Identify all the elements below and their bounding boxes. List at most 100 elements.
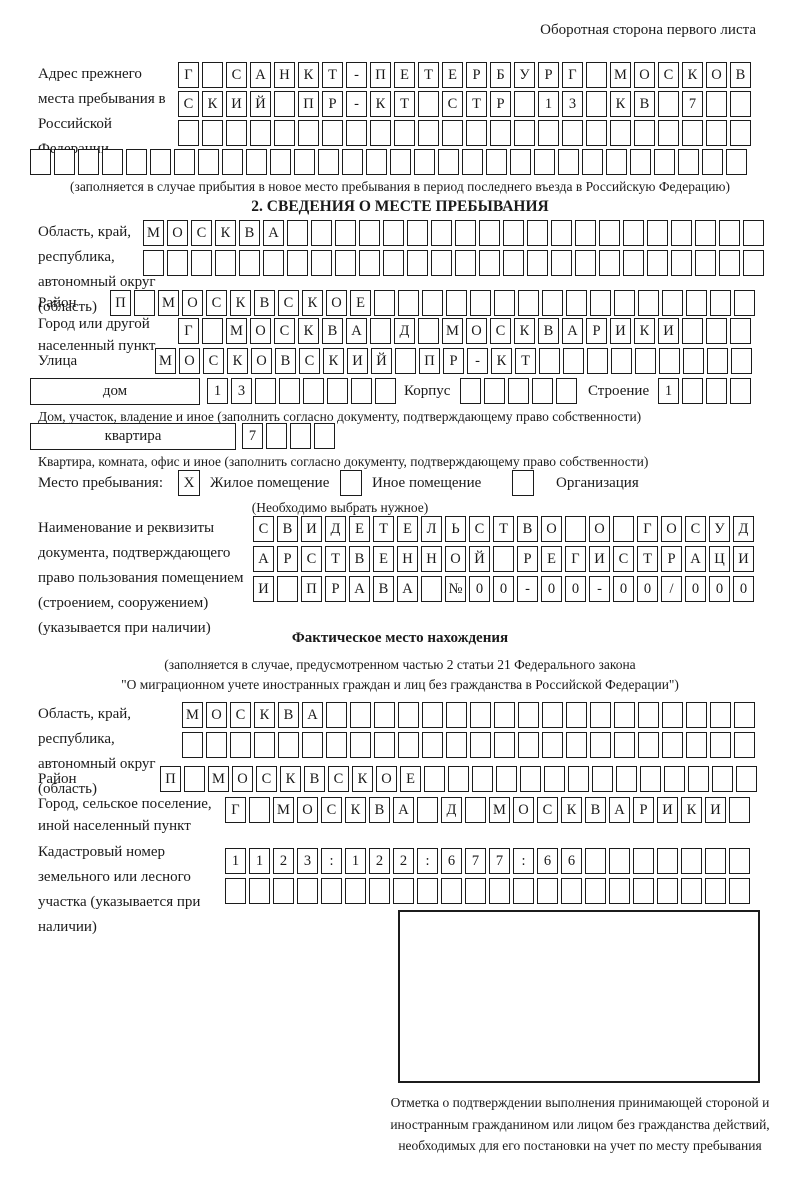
char-cell[interactable] [705, 848, 726, 874]
char-cell[interactable]: О [250, 318, 271, 344]
char-cell[interactable]: С [685, 516, 706, 542]
char-cell[interactable]: Ь [445, 516, 466, 542]
char-cell[interactable]: А [349, 576, 370, 602]
char-cell[interactable]: - [589, 576, 610, 602]
char-cell[interactable]: 3 [562, 91, 583, 117]
char-cell[interactable] [178, 120, 199, 146]
char-cell[interactable] [350, 732, 371, 758]
char-cell[interactable] [582, 149, 603, 175]
char-cell[interactable] [706, 91, 727, 117]
oblast2-row-2[interactable] [182, 732, 758, 759]
char-cell[interactable]: С [490, 318, 511, 344]
char-cell[interactable]: А [250, 62, 271, 88]
char-cell[interactable] [239, 250, 260, 276]
char-cell[interactable] [558, 149, 579, 175]
char-cell[interactable] [351, 378, 372, 404]
char-cell[interactable] [465, 797, 486, 823]
char-cell[interactable]: С [274, 318, 295, 344]
char-cell[interactable] [662, 290, 683, 316]
char-cell[interactable]: И [610, 318, 631, 344]
char-cell[interactable] [422, 732, 443, 758]
char-cell[interactable]: С [537, 797, 558, 823]
char-cell[interactable]: О [376, 766, 397, 792]
char-cell[interactable] [634, 120, 655, 146]
char-cell[interactable] [586, 91, 607, 117]
char-cell[interactable] [565, 516, 586, 542]
char-cell[interactable] [466, 120, 487, 146]
char-cell[interactable]: М [610, 62, 631, 88]
char-cell[interactable]: О [466, 318, 487, 344]
char-cell[interactable]: 0 [565, 576, 586, 602]
char-cell[interactable]: Р [466, 62, 487, 88]
char-cell[interactable] [297, 878, 318, 904]
char-cell[interactable]: А [253, 546, 274, 572]
char-cell[interactable] [510, 149, 531, 175]
char-cell[interactable]: 0 [469, 576, 490, 602]
char-cell[interactable]: А [562, 318, 583, 344]
char-cell[interactable] [359, 250, 380, 276]
char-cell[interactable]: Е [349, 516, 370, 542]
char-cell[interactable] [479, 220, 500, 246]
char-cell[interactable]: В [730, 62, 751, 88]
char-cell[interactable] [659, 348, 680, 374]
char-cell[interactable]: В [349, 546, 370, 572]
char-cell[interactable] [556, 378, 577, 404]
char-cell[interactable]: К [323, 348, 344, 374]
char-cell[interactable] [654, 149, 675, 175]
char-cell[interactable] [657, 878, 678, 904]
char-cell[interactable]: А [263, 220, 284, 246]
char-cell[interactable]: О [589, 516, 610, 542]
char-cell[interactable]: 7 [682, 91, 703, 117]
char-cell[interactable] [590, 702, 611, 728]
char-cell[interactable]: Р [661, 546, 682, 572]
char-cell[interactable]: М [208, 766, 229, 792]
char-cell[interactable]: Ц [709, 546, 730, 572]
char-cell[interactable] [514, 91, 535, 117]
char-cell[interactable]: У [709, 516, 730, 542]
char-cell[interactable]: - [346, 62, 367, 88]
char-cell[interactable] [706, 378, 727, 404]
char-cell[interactable] [182, 732, 203, 758]
char-cell[interactable] [518, 290, 539, 316]
char-cell[interactable]: Т [466, 91, 487, 117]
char-cell[interactable]: 0 [709, 576, 730, 602]
char-cell[interactable] [562, 120, 583, 146]
char-cell[interactable] [493, 546, 514, 572]
char-cell[interactable] [421, 576, 442, 602]
char-cell[interactable] [658, 120, 679, 146]
char-cell[interactable] [730, 91, 751, 117]
char-cell[interactable] [460, 378, 481, 404]
char-cell[interactable]: В [322, 318, 343, 344]
char-cell[interactable] [587, 348, 608, 374]
char-cell[interactable] [527, 250, 548, 276]
char-cell[interactable]: Т [418, 62, 439, 88]
char-cell[interactable]: К [230, 290, 251, 316]
char-cell[interactable] [542, 290, 563, 316]
char-cell[interactable] [538, 120, 559, 146]
char-cell[interactable] [743, 250, 764, 276]
char-cell[interactable] [730, 120, 751, 146]
char-cell[interactable] [398, 290, 419, 316]
char-cell[interactable]: Р [277, 546, 298, 572]
char-cell[interactable] [614, 732, 635, 758]
char-cell[interactable]: В [373, 576, 394, 602]
char-cell[interactable] [327, 378, 348, 404]
char-cell[interactable] [586, 62, 607, 88]
char-cell[interactable] [743, 220, 764, 246]
char-cell[interactable] [287, 220, 308, 246]
char-cell[interactable]: 0 [541, 576, 562, 602]
char-cell[interactable] [638, 732, 659, 758]
char-cell[interactable]: 2 [393, 848, 414, 874]
char-cell[interactable] [350, 702, 371, 728]
char-cell[interactable] [706, 120, 727, 146]
char-cell[interactable]: 7 [465, 848, 486, 874]
char-cell[interactable]: Т [394, 91, 415, 117]
char-cell[interactable]: / [661, 576, 682, 602]
char-cell[interactable] [279, 378, 300, 404]
char-cell[interactable] [462, 149, 483, 175]
char-cell[interactable]: А [397, 576, 418, 602]
char-cell[interactable] [503, 220, 524, 246]
